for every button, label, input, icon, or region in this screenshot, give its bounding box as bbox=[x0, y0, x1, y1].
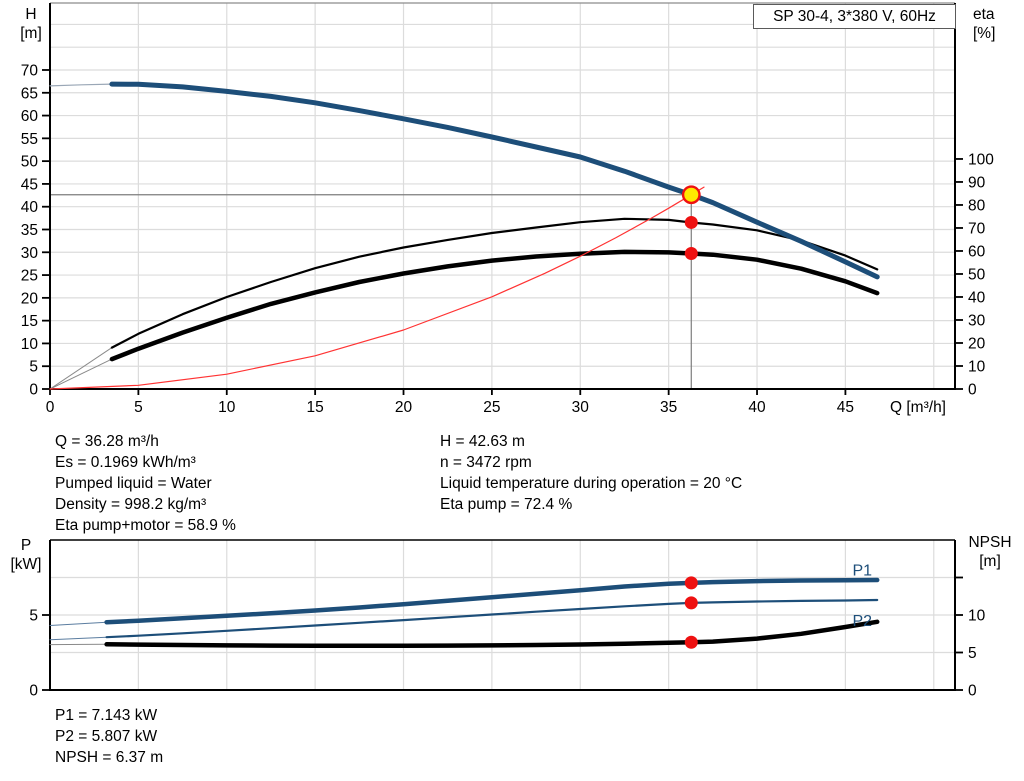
tick-label-right: 20 bbox=[968, 335, 986, 352]
p-axis-unit: [kW] bbox=[10, 556, 42, 573]
tick-label-x: 40 bbox=[748, 399, 766, 416]
series-system-curve bbox=[49, 186, 705, 390]
eta-pump-point bbox=[684, 215, 698, 229]
h-axis-label: H bbox=[25, 6, 37, 23]
p-axis-title: P [kW] bbox=[6, 536, 46, 574]
npsh-point bbox=[684, 635, 698, 649]
result-p2: P2 = 5.807 kW bbox=[55, 728, 158, 745]
series-head bbox=[109, 81, 880, 280]
tick-label-left: 10 bbox=[21, 336, 39, 353]
tick-label-right: 0 bbox=[968, 683, 977, 700]
tick-label-left: 55 bbox=[21, 131, 38, 148]
tick-label-left: 5 bbox=[29, 608, 38, 625]
result-liquid-temp: Liquid temperature during operation = 20… bbox=[440, 475, 743, 492]
result-es: Es = 0.1969 kWh/m³ bbox=[55, 454, 196, 471]
tick-label-right: 10 bbox=[968, 358, 986, 375]
tick-label-left: 15 bbox=[21, 313, 38, 330]
npsh-axis-title: NPSH [m] bbox=[962, 533, 1018, 571]
results-top-left: Q = 36.28 m³/h Es = 0.1969 kWh/m³ Pumped… bbox=[55, 431, 236, 536]
tick-label-left: 0 bbox=[29, 683, 38, 700]
series-p1-lead bbox=[49, 621, 108, 626]
tick-label-x: 35 bbox=[660, 399, 677, 416]
tick-label-x: 20 bbox=[395, 399, 413, 416]
tick-label-x: 45 bbox=[837, 399, 854, 416]
series-eta-pump-lead bbox=[49, 347, 113, 390]
result-eta-pump: Eta pump = 72.4 % bbox=[440, 496, 573, 513]
npsh-axis-label: NPSH bbox=[968, 534, 1012, 551]
tick-label-left: 50 bbox=[21, 154, 39, 171]
tick-label-right: 5 bbox=[968, 645, 977, 662]
tick-label-right: 40 bbox=[968, 289, 986, 306]
result-eta-pump-motor: Eta pump+motor = 58.9 % bbox=[55, 517, 236, 534]
tick-label-left: 20 bbox=[21, 290, 39, 307]
tick-label-left: 45 bbox=[21, 176, 38, 193]
hq-eta-chart: 0510152025303540455055606570010203040506… bbox=[21, 2, 994, 416]
result-density: Density = 998.2 kg/m³ bbox=[55, 496, 207, 513]
results-bottom: P1 = 7.143 kW P2 = 5.807 kW NPSH = 6.37 … bbox=[55, 705, 163, 768]
tick-label-right: 60 bbox=[968, 243, 986, 260]
eta-axis-unit: [%] bbox=[973, 25, 996, 42]
result-pumped-liquid: Pumped liquid = Water bbox=[55, 475, 212, 492]
h-axis-unit: [m] bbox=[20, 25, 42, 42]
series-p2 bbox=[105, 598, 879, 639]
tick-label-left: 30 bbox=[21, 245, 39, 262]
curve-label-P2: P2 bbox=[852, 613, 872, 630]
p2-point bbox=[684, 596, 698, 610]
tick-label-left: 70 bbox=[21, 62, 39, 79]
series-p1 bbox=[104, 577, 880, 625]
p1-point bbox=[684, 576, 698, 590]
tick-label-right: 0 bbox=[968, 382, 977, 399]
results-top-right: H = 42.63 m n = 3472 rpm Liquid temperat… bbox=[440, 431, 742, 515]
tick-label-right: 30 bbox=[968, 312, 986, 329]
result-p1: P1 = 7.143 kW bbox=[55, 707, 158, 724]
eta-axis-label: eta bbox=[973, 6, 995, 23]
tick-label-right: 70 bbox=[968, 220, 986, 237]
tick-label-right: 90 bbox=[968, 174, 986, 191]
npsh-axis-unit: [m] bbox=[979, 553, 1001, 570]
tick-label-right: 50 bbox=[968, 266, 986, 283]
tick-label-x: 15 bbox=[307, 399, 324, 416]
tick-label-left: 25 bbox=[21, 268, 38, 285]
duty-point[interactable] bbox=[681, 185, 701, 205]
tick-label-left: 60 bbox=[21, 108, 39, 125]
pump-model-title-box: SP 30-4, 3*380 V, 60Hz bbox=[753, 4, 956, 29]
series-eta-pump bbox=[110, 217, 879, 349]
result-n: n = 3472 rpm bbox=[440, 454, 532, 471]
p-axis-label: P bbox=[20, 537, 32, 554]
h-axis-title: H [m] bbox=[14, 5, 48, 43]
tick-label-x: 30 bbox=[572, 399, 590, 416]
series-eta-pump-motor-lead bbox=[49, 358, 113, 390]
pump-model-title: SP 30-4, 3*380 V, 60Hz bbox=[773, 8, 936, 25]
tick-label-right: 100 bbox=[968, 151, 994, 168]
power-npsh-chart: 0 5 0 5 10 P1 P2 bbox=[29, 539, 986, 700]
series-eta-pump-motor bbox=[109, 249, 880, 362]
tick-label-left: 65 bbox=[21, 85, 38, 102]
tick-label-right: 10 bbox=[968, 608, 986, 625]
tick-label-x: 5 bbox=[134, 399, 143, 416]
tick-label-left: 5 bbox=[29, 359, 38, 376]
result-h: H = 42.63 m bbox=[440, 433, 525, 450]
q-axis-title: Q [m³/h] bbox=[858, 398, 946, 417]
series-p2-lead bbox=[49, 636, 108, 641]
tick-label-x: 25 bbox=[483, 399, 500, 416]
tick-label-x: 0 bbox=[46, 399, 55, 416]
tick-label-left: 35 bbox=[21, 222, 38, 239]
eta-pump-motor-point bbox=[684, 247, 698, 261]
tick-label-left: 0 bbox=[29, 382, 38, 399]
q-axis-label: Q [m³/h] bbox=[890, 399, 946, 416]
series-npsh bbox=[104, 619, 880, 649]
result-q: Q = 36.28 m³/h bbox=[55, 433, 159, 450]
tick-label-left: 40 bbox=[21, 199, 39, 216]
series-head-lead bbox=[49, 83, 113, 87]
eta-axis-title: eta [%] bbox=[973, 5, 1019, 43]
curve-label-P1: P1 bbox=[852, 563, 872, 580]
tick-label-right: 80 bbox=[968, 197, 986, 214]
tick-label-x: 10 bbox=[218, 399, 236, 416]
result-npsh: NPSH = 6.37 m bbox=[55, 749, 164, 766]
